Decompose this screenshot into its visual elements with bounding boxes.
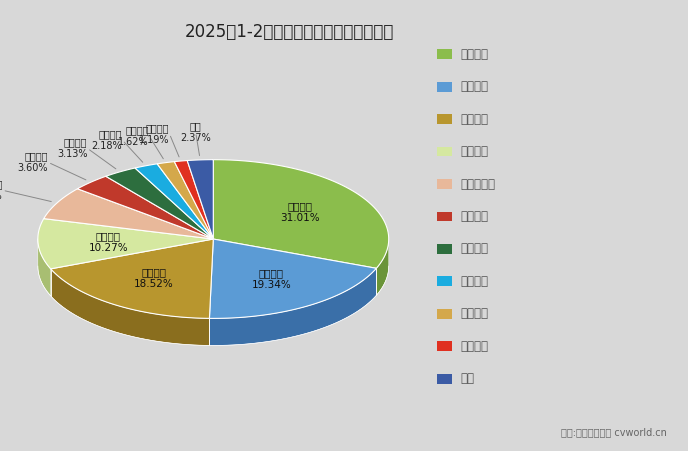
Text: 其他
2.37%: 其他 2.37% bbox=[180, 121, 211, 143]
Text: 上汽大通: 上汽大通 bbox=[460, 80, 488, 93]
Polygon shape bbox=[51, 269, 209, 345]
Polygon shape bbox=[38, 239, 51, 296]
Text: 宇通客车
1.19%: 宇通客车 1.19% bbox=[139, 123, 169, 144]
FancyBboxPatch shape bbox=[437, 374, 452, 384]
FancyBboxPatch shape bbox=[437, 147, 452, 156]
Polygon shape bbox=[44, 189, 213, 239]
Polygon shape bbox=[106, 168, 213, 239]
Text: 长安汽车
31.01%: 长安汽车 31.01% bbox=[281, 202, 320, 223]
Text: 上汽大通
19.34%: 上汽大通 19.34% bbox=[252, 268, 291, 290]
Text: 2025年1-2月轻型客车市场前十企业份额: 2025年1-2月轻型客车市场前十企业份额 bbox=[184, 23, 394, 41]
FancyBboxPatch shape bbox=[437, 341, 452, 351]
FancyBboxPatch shape bbox=[437, 179, 452, 189]
Polygon shape bbox=[78, 176, 213, 239]
Text: 制图:第一商用车网 cvworld.cn: 制图:第一商用车网 cvworld.cn bbox=[561, 428, 667, 437]
Text: 江铃汽车: 江铃汽车 bbox=[460, 113, 488, 125]
Text: 南京依维柯: 南京依维柯 bbox=[460, 178, 495, 190]
FancyBboxPatch shape bbox=[437, 114, 452, 124]
Text: 宇通客车: 宇通客车 bbox=[460, 340, 488, 353]
Text: 长安汽车: 长安汽车 bbox=[460, 48, 488, 60]
Text: 厦门金旅: 厦门金旅 bbox=[460, 243, 488, 255]
FancyBboxPatch shape bbox=[437, 309, 452, 319]
Polygon shape bbox=[135, 164, 213, 239]
Text: 江铃汽车
18.52%: 江铃汽车 18.52% bbox=[133, 267, 173, 289]
Text: 福田汽车
10.27%: 福田汽车 10.27% bbox=[89, 231, 128, 253]
Text: 东风公司
2.18%: 东风公司 2.18% bbox=[92, 129, 122, 151]
FancyBboxPatch shape bbox=[437, 49, 452, 59]
Text: 厦门金旅
3.13%: 厦门金旅 3.13% bbox=[57, 138, 87, 159]
FancyBboxPatch shape bbox=[437, 244, 452, 254]
Polygon shape bbox=[51, 239, 213, 318]
Polygon shape bbox=[187, 160, 213, 239]
Text: 江淮汽车
3.60%: 江淮汽车 3.60% bbox=[17, 152, 48, 173]
FancyBboxPatch shape bbox=[437, 276, 452, 286]
Text: 江淮汽车: 江淮汽车 bbox=[460, 210, 488, 223]
Polygon shape bbox=[209, 268, 376, 345]
Text: 厦门金龙: 厦门金龙 bbox=[460, 308, 488, 320]
Text: 东风公司: 东风公司 bbox=[460, 275, 488, 288]
Polygon shape bbox=[38, 219, 213, 269]
Polygon shape bbox=[174, 161, 213, 239]
Text: 厦门金龙
1.62%: 厦门金龙 1.62% bbox=[118, 125, 149, 147]
Polygon shape bbox=[376, 239, 389, 295]
Polygon shape bbox=[209, 239, 376, 318]
Text: 福田汽车: 福田汽车 bbox=[460, 145, 488, 158]
Polygon shape bbox=[213, 160, 389, 268]
FancyBboxPatch shape bbox=[437, 212, 452, 221]
Text: 南京依维柯
6.77%: 南京依维柯 6.77% bbox=[0, 179, 3, 201]
FancyBboxPatch shape bbox=[437, 82, 452, 92]
Polygon shape bbox=[157, 161, 213, 239]
Text: 其他: 其他 bbox=[460, 373, 474, 385]
